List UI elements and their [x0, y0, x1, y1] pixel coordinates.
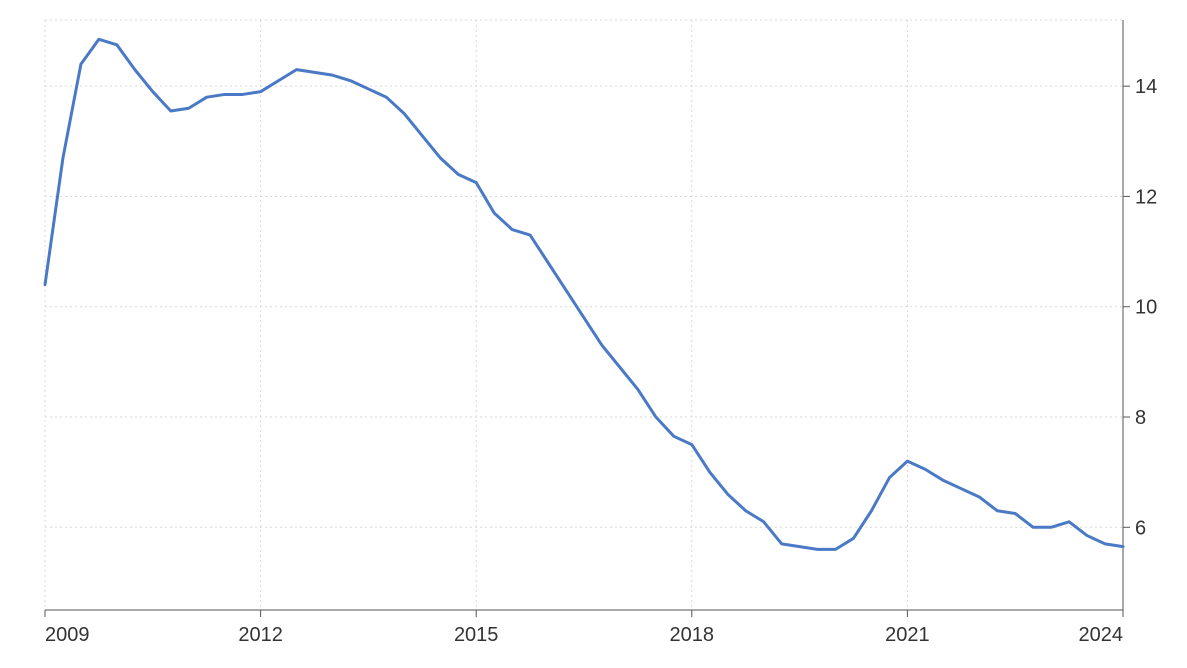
y-tick-label: 12: [1135, 186, 1157, 208]
x-tick-label: 2015: [454, 624, 499, 646]
y-tick-label: 10: [1135, 297, 1157, 319]
y-tick-label: 14: [1135, 76, 1157, 98]
chart-svg: 2009 2012 2015 2018 2021 2024 6 8 10 12 14: [0, 0, 1187, 668]
x-tick-label: 2024: [1079, 624, 1124, 646]
x-tick-label: 2012: [238, 624, 283, 646]
x-tick-label: 2021: [885, 624, 930, 646]
line-chart: 2009 2012 2015 2018 2021 2024 6 8 10 12 14: [0, 0, 1187, 668]
x-tick-label: 2018: [670, 624, 715, 646]
x-tick-label: 2009: [45, 624, 90, 646]
y-tick-label: 8: [1135, 407, 1146, 429]
y-tick-label: 6: [1135, 517, 1146, 539]
